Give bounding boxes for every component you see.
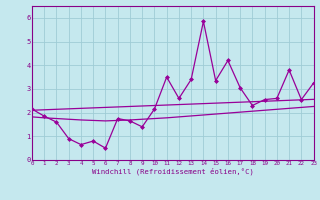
X-axis label: Windchill (Refroidissement éolien,°C): Windchill (Refroidissement éolien,°C) — [92, 168, 254, 175]
